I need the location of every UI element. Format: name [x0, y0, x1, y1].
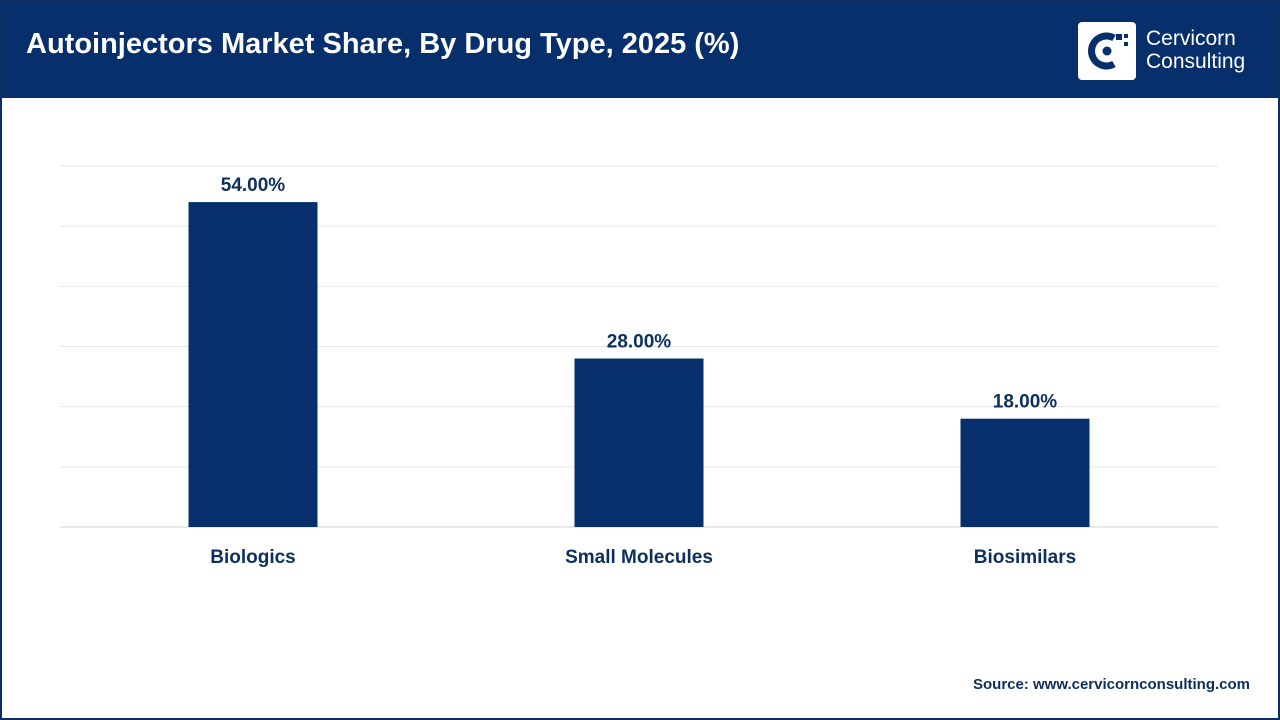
x-tick-label: Biologics [210, 547, 296, 568]
chart-title: Autoinjectors Market Share, By Drug Type… [26, 28, 740, 60]
source-note: Source: www.cervicornconsulting.com [972, 676, 1250, 693]
cervicorn-logo-icon [1078, 22, 1136, 80]
company-logo: Cervicorn Consulting [1078, 22, 1268, 80]
x-tick-label: Small Molecules [565, 547, 713, 568]
bar-biosimilars [960, 418, 1090, 527]
logo-line-2: Consulting [1146, 50, 1246, 73]
bar-small-molecules [574, 358, 704, 527]
header-banner: Autoinjectors Market Share, By Drug Type… [2, 2, 1278, 98]
data-label: 28.00% [607, 332, 672, 353]
x-tick-label: Biosimilars [974, 547, 1076, 568]
data-label: 18.00% [993, 392, 1058, 413]
logo-wordmark: Cervicorn Consulting [1146, 27, 1245, 73]
logo-line-1: Cervicorn [1146, 27, 1236, 50]
bar-biologics [188, 202, 318, 527]
data-label: 54.00% [221, 175, 286, 196]
